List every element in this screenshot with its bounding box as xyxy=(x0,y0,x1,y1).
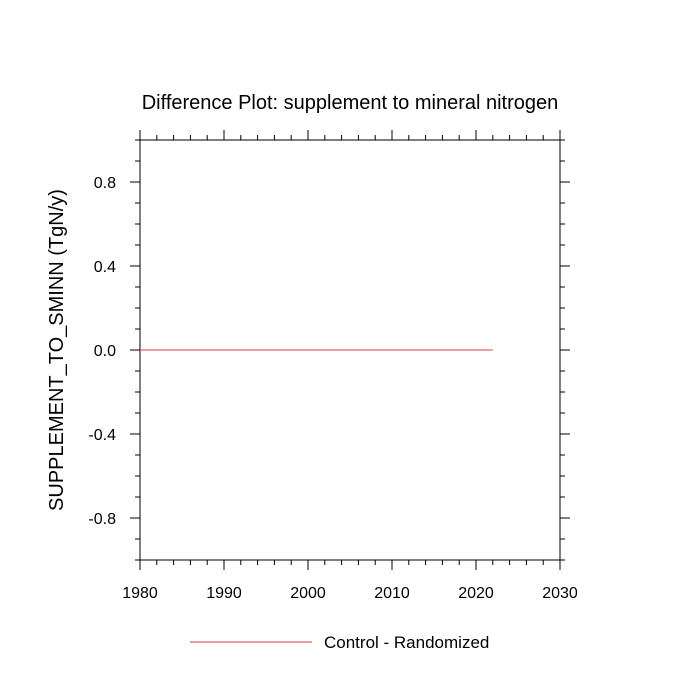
y-tick-label: -0.8 xyxy=(88,511,116,528)
x-tick-label: 2030 xyxy=(542,585,578,602)
y-axis-label: SUPPLEMENT_TO_SMINN (TgN/y) xyxy=(46,189,68,511)
legend: Control - Randomized xyxy=(190,633,489,652)
x-tick-label: 2020 xyxy=(458,585,494,602)
x-tick-label: 1980 xyxy=(122,585,158,602)
y-tick-label: 0.0 xyxy=(94,343,116,360)
axis-ticks xyxy=(130,130,570,570)
x-tick-label: 1990 xyxy=(206,585,242,602)
y-tick-label: 0.4 xyxy=(94,259,116,276)
chart-title: Difference Plot: supplement to mineral n… xyxy=(142,92,559,114)
legend-label: Control - Randomized xyxy=(324,633,489,652)
y-tick-label: 0.8 xyxy=(94,175,116,192)
x-tick-label: 2000 xyxy=(290,585,326,602)
axis-tick-labels: 1980 1990 2000 2010 2020 2030 -0.8 -0.4 0.0 0.4 0.… xyxy=(88,175,577,602)
y-tick-label: -0.4 xyxy=(88,427,116,444)
x-tick-label: 2010 xyxy=(374,585,410,602)
